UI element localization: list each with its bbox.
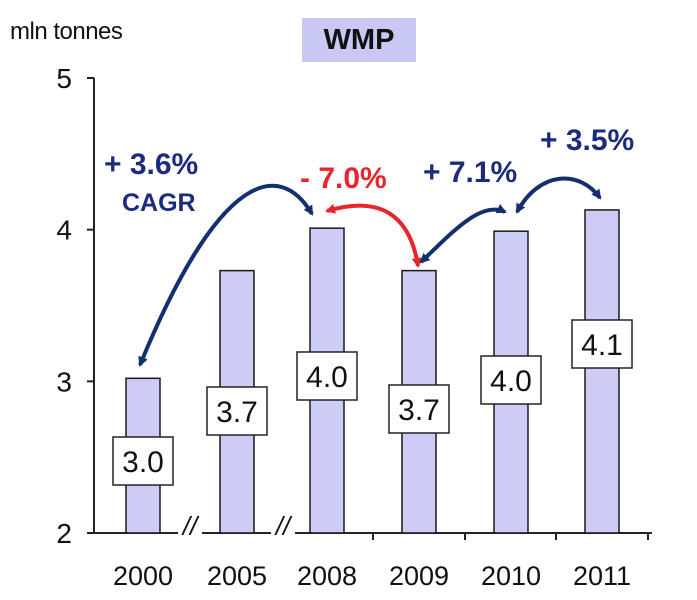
annotation-label: - 7.0% (300, 162, 387, 195)
axis-break-mark: // (274, 511, 293, 541)
data-label: 3.7 (216, 396, 258, 429)
x-tick-label: 2009 (389, 561, 449, 591)
growth-arrow-2000-2008 (138, 183, 314, 367)
data-label-box (206, 386, 268, 436)
annotation-label: + 3.5% (540, 124, 634, 157)
x-tick-label: 2011 (573, 561, 631, 591)
data-label: 4.0 (306, 361, 348, 394)
data-label-box (388, 384, 450, 434)
data-label: 4.0 (490, 365, 532, 398)
x-tick-label: 2008 (297, 561, 357, 591)
data-label: 3.0 (122, 446, 164, 479)
axis-break-mark: // (181, 511, 200, 541)
y-tick-label: 2 (56, 518, 72, 549)
data-label: 3.7 (398, 394, 440, 427)
y-tick-label: 4 (56, 215, 72, 246)
growth-arrow-2009-2010 (419, 204, 507, 264)
x-tick-label: 2010 (481, 561, 541, 591)
decline-arrow-2008-2009 (325, 203, 422, 268)
data-label: 4.1 (581, 329, 623, 362)
x-tick-label: 2005 (207, 561, 267, 591)
annotation-label: + 3.6% (104, 148, 198, 181)
y-axis-unit-label: mln tonnes (10, 18, 123, 45)
annotation-label: CAGR (122, 189, 196, 217)
data-label-box (480, 355, 542, 405)
data-label-box (571, 319, 633, 369)
axis-break-gap (178, 512, 202, 542)
data-label-box (112, 436, 174, 486)
axis-break-gap (271, 512, 295, 542)
chart-title: WMP (302, 18, 416, 62)
y-tick-label: 5 (56, 63, 72, 94)
data-label-box (296, 351, 358, 401)
bar (584, 209, 620, 534)
annotation-label: + 7.1% (423, 156, 517, 189)
y-tick-label: 3 (56, 366, 72, 397)
growth-arrow-2010-2011 (515, 176, 602, 214)
x-tick-label: 2000 (113, 561, 173, 591)
